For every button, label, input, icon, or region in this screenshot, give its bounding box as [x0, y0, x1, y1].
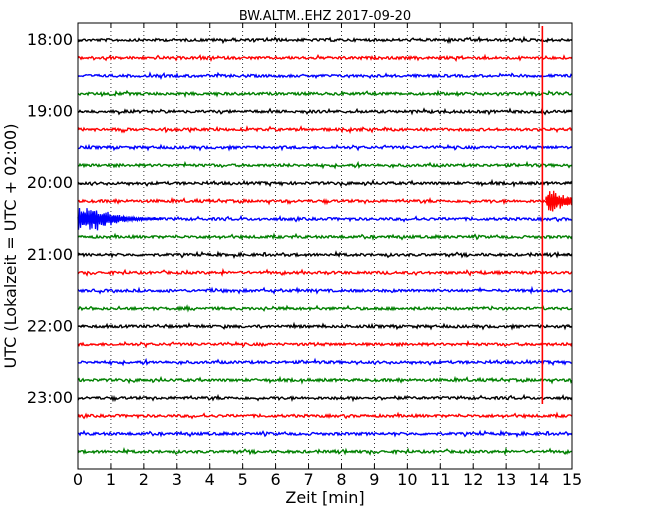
- x-tick-label: 4: [205, 470, 215, 489]
- x-tick-label: 5: [238, 470, 248, 489]
- x-axis-label: Zeit [min]: [285, 488, 364, 507]
- trace-line: [77, 214, 573, 223]
- x-tick-label: 14: [529, 470, 549, 489]
- trace-line: [77, 250, 573, 260]
- x-tick-label: 2: [139, 470, 149, 489]
- trace-line: [77, 357, 573, 367]
- x-tick-label: 13: [496, 470, 516, 489]
- trace-line: [77, 429, 573, 439]
- trace-line: [77, 71, 573, 81]
- trace-line: [77, 53, 573, 62]
- trace-line: [77, 160, 573, 170]
- plot-frame: [77, 22, 573, 470]
- x-tick-label: 11: [430, 470, 450, 489]
- trace-line: [77, 339, 573, 349]
- x-tick-label: 3: [172, 470, 182, 489]
- y-tick-label: 22:00: [27, 316, 73, 335]
- events: [77, 26, 573, 404]
- x-tick-label: 8: [336, 470, 346, 489]
- x-tick-label: 6: [271, 470, 281, 489]
- event-waveform: [545, 190, 573, 212]
- x-tick-label: 9: [369, 470, 379, 489]
- trace-line: [77, 107, 573, 116]
- chart-title: BW.ALTM..EHZ 2017-09-20: [239, 9, 411, 24]
- trace-line: [77, 143, 573, 152]
- y-tick-label: 23:00: [27, 388, 73, 407]
- x-tick-label: 15: [562, 470, 582, 489]
- trace-line: [77, 125, 573, 135]
- trace-line: [77, 393, 573, 403]
- y-tick-label: 18:00: [27, 30, 73, 49]
- y-tick-label: 21:00: [27, 245, 73, 264]
- trace-line: [77, 304, 573, 313]
- trace-line: [77, 89, 573, 99]
- trace-line: [77, 446, 573, 456]
- trace-line: [77, 267, 573, 277]
- x-tick-label: 0: [73, 470, 83, 489]
- trace-line: [77, 285, 573, 295]
- traces: [77, 35, 573, 456]
- trace-line: [77, 375, 573, 385]
- y-tick-label: 19:00: [27, 102, 73, 121]
- trace-line: [77, 178, 573, 188]
- x-tick-label: 12: [463, 470, 483, 489]
- x-tick-label: 10: [397, 470, 417, 489]
- event-waveform: [77, 208, 164, 231]
- trace-line: [77, 411, 573, 420]
- x-tick-label: 1: [106, 470, 116, 489]
- y-axis-label: UTC (Lokalzeit = UTC + 02:00): [1, 124, 20, 369]
- trace-line: [77, 232, 573, 241]
- trace-line: [77, 35, 573, 45]
- trace-line: [77, 196, 573, 206]
- x-tick-label: 7: [303, 470, 313, 489]
- y-tick-label: 20:00: [27, 173, 73, 192]
- trace-line: [77, 321, 573, 331]
- ticks: 0 1 2 3 4 5 6 7 8 9 10 11 12 13 14 1518:0019:0020:0021:…: [27, 23, 582, 489]
